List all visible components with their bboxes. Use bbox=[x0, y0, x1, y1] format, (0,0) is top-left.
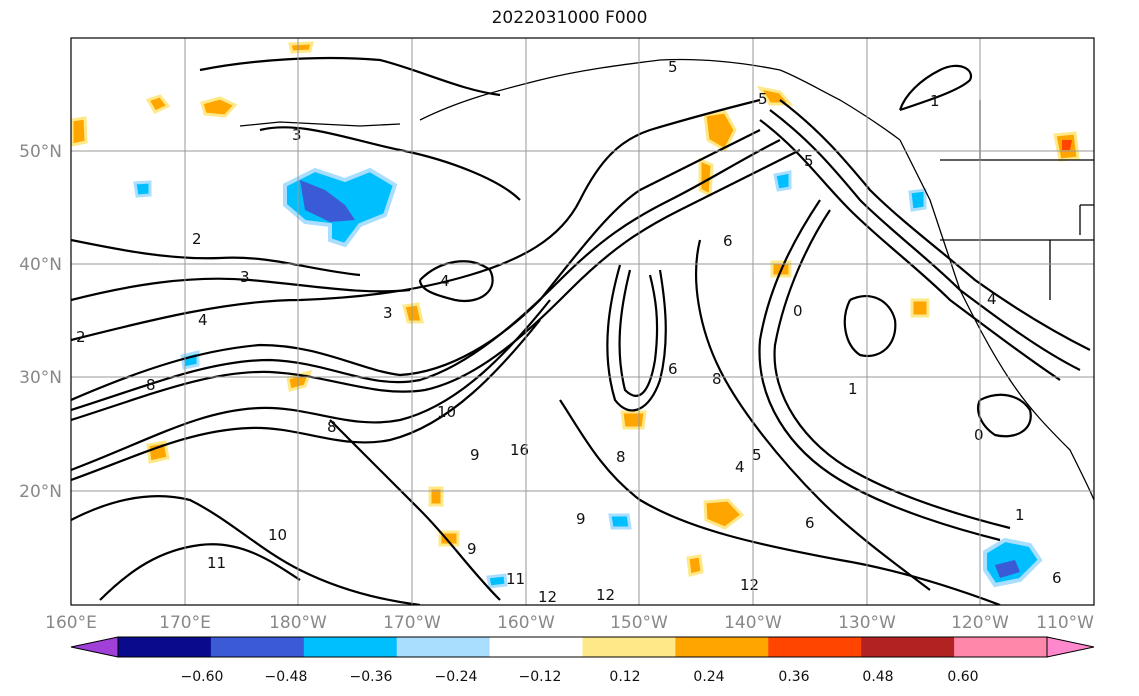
colorbar-extend-high bbox=[1046, 636, 1095, 658]
contour-label: 3 bbox=[292, 126, 302, 144]
contour-label: 9 bbox=[467, 540, 477, 558]
colorbar-segment bbox=[954, 637, 1048, 657]
lon-tick-label: 180°W bbox=[269, 613, 327, 633]
lon-tick-label: 170°E bbox=[159, 613, 211, 633]
contour-label: 5 bbox=[804, 152, 814, 170]
map-plot-area: 3 3 4 4 2 8 8 10 9 16 12 12 11 10 9 8 5 … bbox=[71, 38, 1094, 606]
contour-label: 11 bbox=[207, 554, 226, 572]
contour-label: 12 bbox=[538, 588, 557, 606]
colorbar bbox=[70, 636, 1095, 658]
latitude-labels: 50°N 40°N 30°N 20°N bbox=[19, 142, 62, 502]
colorbar-tick-label: −0.48 bbox=[265, 669, 308, 685]
contour-label: 16 bbox=[510, 441, 529, 459]
colorbar-tick-label: −0.60 bbox=[181, 669, 224, 685]
lon-tick-label: 160°E bbox=[45, 613, 97, 633]
contour-labels: 3 3 4 4 2 8 8 10 9 16 12 12 11 10 9 8 5 … bbox=[76, 58, 1062, 606]
lon-tick-label: 130°W bbox=[838, 613, 896, 633]
contour-label: 1 bbox=[848, 380, 858, 398]
contour-label: 6 bbox=[1052, 569, 1062, 587]
lat-tick-label: 50°N bbox=[19, 142, 62, 162]
contour-label: 6 bbox=[723, 232, 733, 250]
map-title: 2022031000 F000 bbox=[491, 8, 648, 28]
colorbar-segment bbox=[303, 637, 398, 657]
contour-label: 4 bbox=[198, 311, 208, 329]
colorbar-frame bbox=[117, 636, 1048, 658]
contour-label: 11 bbox=[506, 570, 525, 588]
lon-tick-label: 140°W bbox=[724, 613, 782, 633]
colorbar-segment bbox=[675, 637, 769, 657]
contour-label: 5 bbox=[752, 446, 762, 464]
contour-label: 9 bbox=[576, 510, 586, 528]
colorbar-segment bbox=[396, 637, 491, 657]
contour-label: 4 bbox=[440, 272, 450, 290]
contour-label: 4 bbox=[987, 290, 997, 308]
lon-tick-label: 170°W bbox=[383, 613, 441, 633]
contour-label: 5 bbox=[668, 58, 678, 76]
contour-label: 8 bbox=[327, 418, 337, 436]
colorbar-extend-low bbox=[70, 636, 119, 658]
contour-label: 1 bbox=[930, 92, 940, 110]
contour-lines bbox=[71, 56, 1091, 605]
lat-tick-label: 40°N bbox=[19, 255, 62, 275]
lon-tick-label: 120°W bbox=[951, 613, 1009, 633]
longitude-labels: 160°E 170°E 180°W 170°W 160°W 150°W 140°… bbox=[45, 613, 1094, 633]
lon-tick-label: 160°W bbox=[497, 613, 555, 633]
contour-label: 12 bbox=[740, 576, 759, 594]
colorbar-tick-label: −0.12 bbox=[519, 669, 562, 685]
contour-label: 1 bbox=[1015, 506, 1025, 524]
lon-tick-label: 150°W bbox=[610, 613, 668, 633]
colorbar-tick-labels: −0.60 −0.48 −0.36 −0.24 −0.12 0.12 0.24 … bbox=[181, 669, 979, 685]
contour-label: 3 bbox=[383, 304, 393, 322]
contour-label: 2 bbox=[76, 328, 86, 346]
contour-label: 3 bbox=[240, 268, 250, 286]
contour-label: 0 bbox=[974, 426, 984, 444]
colorbar-tick-label: −0.24 bbox=[435, 669, 478, 685]
contour-label: 12 bbox=[596, 586, 615, 604]
contour-label: 6 bbox=[805, 514, 815, 532]
colorbar-tick-label: 0.48 bbox=[862, 669, 893, 685]
contour-label: 8 bbox=[616, 448, 626, 466]
map-frame bbox=[70, 37, 1095, 606]
colorbar-tick-label: 0.36 bbox=[778, 669, 809, 685]
colorbar-tick-label: 0.60 bbox=[947, 669, 978, 685]
colorbar-segment bbox=[210, 637, 305, 657]
contour-label: 10 bbox=[437, 403, 456, 421]
colorbar-tick-label: −0.36 bbox=[350, 669, 393, 685]
lat-tick-label: 20°N bbox=[19, 482, 62, 502]
contour-label: 5 bbox=[758, 90, 768, 108]
colorbar-tick-label: 0.12 bbox=[609, 669, 640, 685]
lon-tick-label: 110°W bbox=[1036, 613, 1094, 633]
colorbar-segment bbox=[489, 637, 583, 657]
gridlines bbox=[71, 38, 1094, 605]
colorbar-segment bbox=[582, 637, 676, 657]
colorbar-segment bbox=[768, 637, 862, 657]
shaded-fields bbox=[71, 41, 1080, 589]
contour-label: 4 bbox=[735, 458, 745, 476]
contour-label: 8 bbox=[712, 370, 722, 388]
contour-label: 2 bbox=[192, 230, 202, 248]
contour-label: 8 bbox=[146, 376, 156, 394]
contour-label: 0 bbox=[793, 302, 803, 320]
contour-label: 9 bbox=[470, 446, 480, 464]
contour-label: 6 bbox=[668, 360, 678, 378]
contour-label: 10 bbox=[268, 526, 287, 544]
colorbar-segment bbox=[861, 637, 955, 657]
colorbar-tick-label: 0.24 bbox=[693, 669, 724, 685]
lat-tick-label: 30°N bbox=[19, 368, 62, 388]
colorbar-segment bbox=[118, 637, 212, 657]
